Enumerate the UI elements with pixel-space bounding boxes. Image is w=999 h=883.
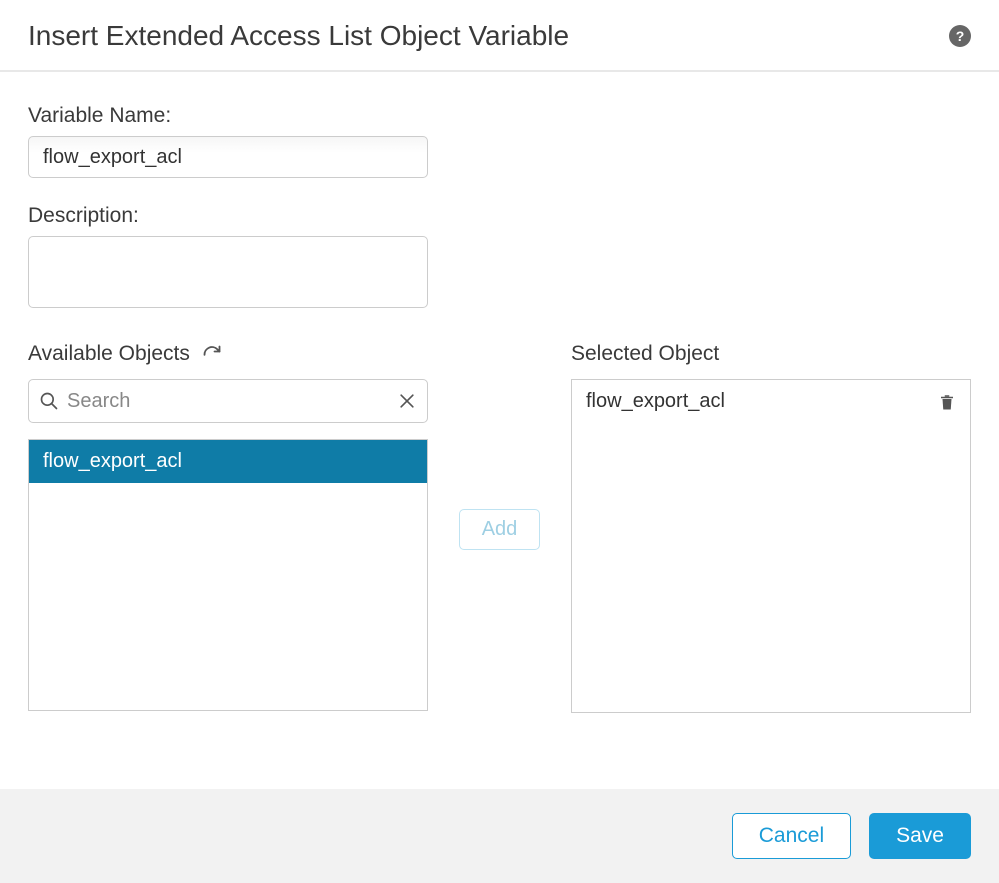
- refresh-icon[interactable]: [202, 344, 222, 364]
- help-icon[interactable]: ?: [949, 25, 971, 47]
- trash-icon[interactable]: [938, 392, 956, 412]
- available-list-item[interactable]: flow_export_acl: [29, 440, 427, 483]
- save-button[interactable]: Save: [869, 813, 971, 859]
- selected-column: Selected Object flow_export_acl: [571, 339, 971, 713]
- variable-name-block: Variable Name:: [28, 104, 971, 178]
- available-item-label: flow_export_acl: [43, 450, 182, 473]
- description-input[interactable]: [28, 236, 428, 308]
- transfer-columns: Available Objects: [28, 339, 971, 713]
- selected-header: Selected Object: [571, 339, 971, 369]
- dialog-footer: Cancel Save: [0, 789, 999, 883]
- search-input[interactable]: [67, 390, 397, 413]
- selected-title: Selected Object: [571, 342, 719, 366]
- dialog-title: Insert Extended Access List Object Varia…: [28, 20, 569, 52]
- selected-list-item: flow_export_acl: [572, 380, 970, 423]
- description-block: Description:: [28, 204, 971, 313]
- cancel-button[interactable]: Cancel: [732, 813, 851, 859]
- available-title: Available Objects: [28, 342, 190, 366]
- selected-list: flow_export_acl: [571, 379, 971, 713]
- available-column: Available Objects: [28, 339, 428, 711]
- selected-item-label: flow_export_acl: [586, 390, 725, 413]
- clear-search-icon[interactable]: [397, 391, 417, 411]
- variable-name-label: Variable Name:: [28, 104, 971, 128]
- available-header: Available Objects: [28, 339, 428, 369]
- add-button[interactable]: Add: [459, 509, 541, 550]
- search-wrap: [28, 379, 428, 423]
- description-label: Description:: [28, 204, 971, 228]
- dialog-header: Insert Extended Access List Object Varia…: [0, 0, 999, 72]
- dialog-content: Variable Name: Description: Available Ob…: [0, 72, 999, 733]
- variable-name-input[interactable]: [28, 136, 428, 178]
- available-list: flow_export_acl: [28, 439, 428, 711]
- search-icon: [39, 391, 59, 411]
- transfer-middle: Add: [428, 339, 571, 550]
